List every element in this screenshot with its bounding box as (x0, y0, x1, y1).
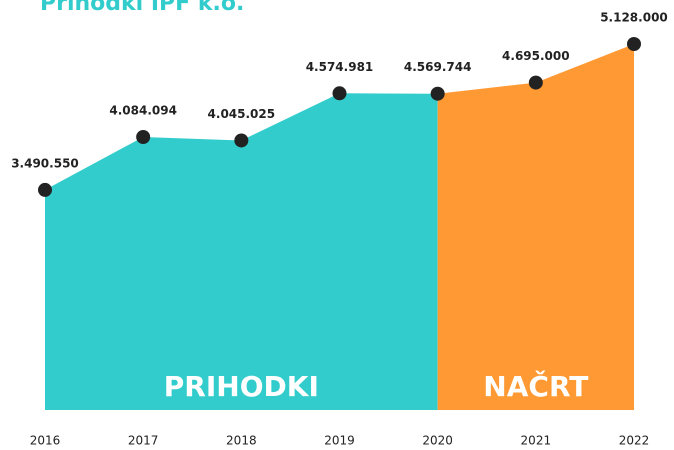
area-label: PRIHODKI (164, 370, 319, 403)
data-label: 4.569.744 (404, 60, 472, 74)
data-point (136, 130, 151, 145)
data-label: 4.084.094 (109, 104, 177, 118)
data-point (528, 75, 543, 90)
data-label: 4.574.981 (306, 60, 374, 74)
x-tick-label: 2020 (422, 434, 453, 448)
data-label: 3.490.550 (11, 156, 79, 170)
x-tick-label: 2016 (30, 434, 61, 448)
data-point (627, 37, 641, 51)
chart-title: Prihodki IPF k.o. (40, 0, 244, 16)
x-tick-label: 2022 (619, 434, 650, 448)
area (45, 93, 438, 410)
x-tick-label: 2019 (324, 434, 355, 448)
data-label: 4.045.025 (208, 107, 276, 121)
data-point (332, 86, 347, 101)
data-point (234, 133, 249, 148)
x-tick-label: 2018 (226, 434, 257, 448)
data-point (38, 182, 52, 197)
area-label: NAČRT (483, 369, 588, 403)
data-label: 5.128.000 (600, 11, 668, 25)
data-point (430, 86, 445, 101)
x-tick-label: 2021 (521, 434, 552, 448)
x-tick-label: 2017 (128, 434, 159, 448)
area (437, 44, 634, 410)
data-label: 4.695.000 (502, 49, 570, 63)
